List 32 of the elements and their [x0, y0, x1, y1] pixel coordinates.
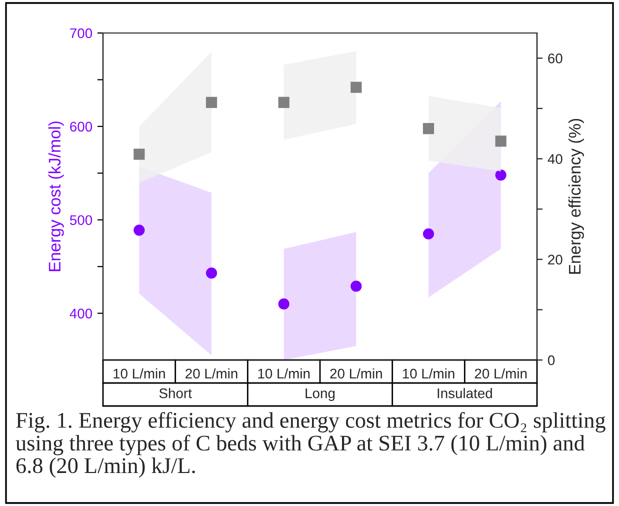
x-tick-label: 20 L/min [330, 368, 382, 379]
x-tick-label: 10 L/min [258, 368, 310, 379]
y2-tick-label: 20 [548, 254, 562, 265]
point [206, 268, 218, 279]
point [278, 96, 290, 108]
point [134, 148, 145, 160]
caption: Fig. 1. Energy efficiency and energy cost metrics for CO₂ splitting using three types of C beds with GAP at SEI 3.7 (10 L/min) and 6.8 (20 L/min) kJ/L. [16, 412, 606, 478]
x-tick-label: 10 L/min [114, 368, 165, 379]
x-tick-label: 20 L/min [474, 368, 527, 379]
y2-tick-label: 60 [548, 53, 562, 64]
point [134, 224, 145, 236]
y-tick-label: 500 [70, 215, 92, 226]
y2-tick-label: 0 [548, 355, 555, 366]
text: Short [159, 388, 192, 398]
y2-tick-label: 40 [548, 154, 562, 164]
y2-axis-title: Energy efficiency (%) [568, 118, 584, 274]
y-axis-title: Energy cost (kJ/mol) [48, 122, 64, 272]
point [495, 169, 506, 181]
point [278, 298, 290, 310]
x-tick-label: 20 L/min [186, 368, 238, 379]
point [350, 280, 362, 292]
point [422, 228, 434, 240]
y-tick-label: 600 [70, 122, 92, 132]
point [206, 96, 218, 108]
point [495, 136, 506, 147]
point [422, 123, 434, 134]
point [350, 82, 362, 93]
y-tick-label: 700 [70, 28, 92, 38]
text: Insulated [438, 388, 492, 398]
text: Long [306, 388, 335, 401]
y-tick-label: 400 [70, 308, 92, 318]
x-tick-label: 10 L/min [402, 368, 454, 379]
